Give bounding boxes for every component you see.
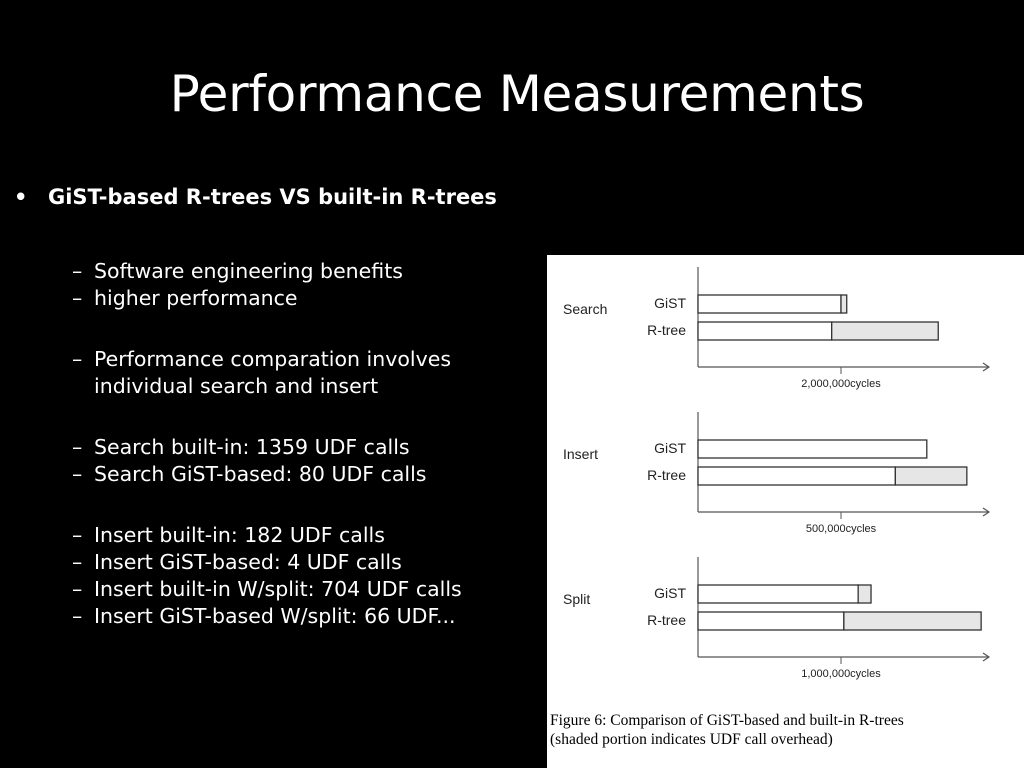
bar-overhead	[843, 611, 982, 631]
x-tick-label: 1,000,000cycles	[801, 668, 881, 680]
sub-bullet-item: – Insert GiST-based: 4 UDF calls	[72, 549, 544, 576]
bar-overhead	[831, 321, 939, 341]
comparison-chart: Search 2,000,000cycles GiST R-tree Insert 500…	[563, 267, 991, 680]
bar-base	[697, 439, 928, 459]
main-bullet-text: GiST-based R-trees VS built-in R-trees	[48, 185, 497, 209]
panel-title: Search	[563, 301, 607, 317]
sub-bullet-text: Search built-in: 1359 UDF calls	[94, 435, 410, 459]
sub-bullet-text: Performance comparation involves individ…	[94, 347, 452, 398]
bar-base	[697, 611, 845, 631]
category-label: R-tree	[647, 612, 686, 628]
x-axis-arrow	[982, 362, 991, 372]
sub-bullet-item: – Insert built-in: 182 UDF calls	[72, 522, 544, 549]
x-tick-label: 2,000,000cycles	[801, 378, 881, 390]
sub-bullet-item: – Software engineering benefits	[72, 258, 544, 285]
bullet-marker: •	[14, 185, 28, 209]
panel-title: Insert	[563, 446, 598, 462]
dash-marker: –	[72, 550, 83, 574]
dash-marker: –	[72, 462, 83, 486]
sub-bullet-item: – Search built-in: 1359 UDF calls	[72, 434, 544, 461]
x-axis-arrow	[982, 507, 991, 517]
caption-line-2: (shaded portion indicates UDF call overh…	[550, 731, 833, 748]
dash-marker: –	[72, 523, 83, 547]
slide-title: Performance Measurements	[169, 65, 865, 123]
sub-bullet-text: Software engineering benefits	[94, 259, 403, 283]
category-label: R-tree	[647, 467, 686, 483]
dash-marker: –	[72, 286, 83, 310]
category-label: R-tree	[647, 322, 686, 338]
sub-bullet-item: – Performance comparation involves indivi…	[72, 346, 544, 400]
sub-bullet-text: Insert built-in: 182 UDF calls	[94, 523, 385, 547]
bar-base	[697, 584, 859, 604]
category-label: GiST	[654, 440, 686, 456]
bar-overhead	[894, 466, 968, 486]
panel-title: Split	[563, 591, 590, 607]
dash-marker: –	[72, 604, 83, 628]
caption-line-1: Figure 6: Comparison of GiST-based and b…	[550, 712, 904, 729]
sub-bullet-item: – Search GiST-based: 80 UDF calls	[72, 461, 544, 488]
sub-bullet-text: Insert GiST-based W/split: 66 UDF...	[94, 604, 456, 628]
bar-base	[697, 294, 842, 314]
sub-bullet-item: – higher performance	[72, 285, 544, 312]
sub-bullet-text: Insert built-in W/split: 704 UDF calls	[94, 577, 462, 601]
bar-overhead	[857, 584, 872, 604]
dash-marker: –	[72, 259, 83, 283]
sub-bullet-item: – Insert built-in W/split: 704 UDF calls	[72, 576, 544, 603]
sub-bullet-text: Search GiST-based: 80 UDF calls	[94, 462, 427, 486]
x-axis-arrow	[982, 652, 991, 662]
category-label: GiST	[654, 585, 686, 601]
main-bullet: • GiST-based R-trees VS built-in R-trees	[8, 182, 497, 212]
figure-caption: Figure 6: Comparison of GiST-based and b…	[550, 711, 1024, 749]
sub-bullet-item: – Insert GiST-based W/split: 66 UDF...	[72, 603, 544, 630]
bar-base	[697, 321, 833, 341]
bar-base	[697, 466, 896, 486]
figure-panel: Search 2,000,000cycles GiST R-tree Insert 500…	[547, 255, 1024, 768]
x-tick-label: 500,000cycles	[806, 523, 877, 535]
dash-marker: –	[72, 347, 83, 371]
dash-marker: –	[72, 435, 83, 459]
sub-bullet-text: Insert GiST-based: 4 UDF calls	[94, 550, 402, 574]
bar-overhead	[840, 294, 848, 314]
dash-marker: –	[72, 577, 83, 601]
sub-bullet-text: higher performance	[94, 286, 298, 310]
sub-bullet-list: – Software engineering benefits – higher p…	[72, 258, 544, 630]
category-label: GiST	[654, 295, 686, 311]
